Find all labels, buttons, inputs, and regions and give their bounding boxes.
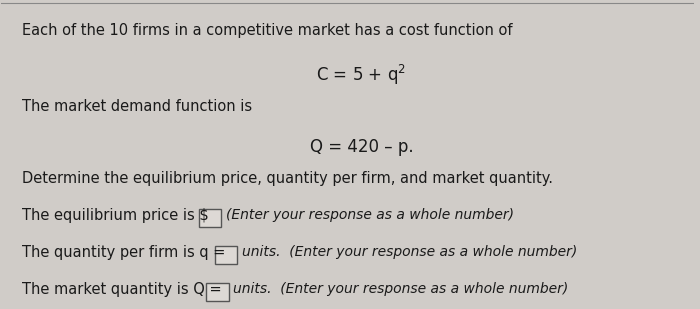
Text: units.  (Enter your response as a whole number): units. (Enter your response as a whole n… bbox=[233, 281, 568, 296]
Text: The equilibrium price is $: The equilibrium price is $ bbox=[22, 208, 209, 223]
Bar bbox=[206, 282, 228, 301]
Bar bbox=[215, 246, 237, 264]
Text: Each of the 10 firms in a competitive market has a cost function of: Each of the 10 firms in a competitive ma… bbox=[22, 23, 512, 38]
Bar bbox=[199, 209, 221, 227]
Text: The market demand function is: The market demand function is bbox=[22, 99, 252, 114]
Text: C = 5 + q$^{2}$: C = 5 + q$^{2}$ bbox=[316, 63, 407, 87]
Text: Determine the equilibrium price, quantity per firm, and market quantity.: Determine the equilibrium price, quantit… bbox=[22, 171, 553, 186]
Text: Q = 420 – p.: Q = 420 – p. bbox=[309, 138, 413, 156]
Text: units.  (Enter your response as a whole number): units. (Enter your response as a whole n… bbox=[241, 245, 577, 259]
Text: The market quantity is Q =: The market quantity is Q = bbox=[22, 281, 222, 297]
Text: (Enter your response as a whole number): (Enter your response as a whole number) bbox=[225, 208, 514, 222]
Text: The quantity per firm is q =: The quantity per firm is q = bbox=[22, 245, 225, 260]
